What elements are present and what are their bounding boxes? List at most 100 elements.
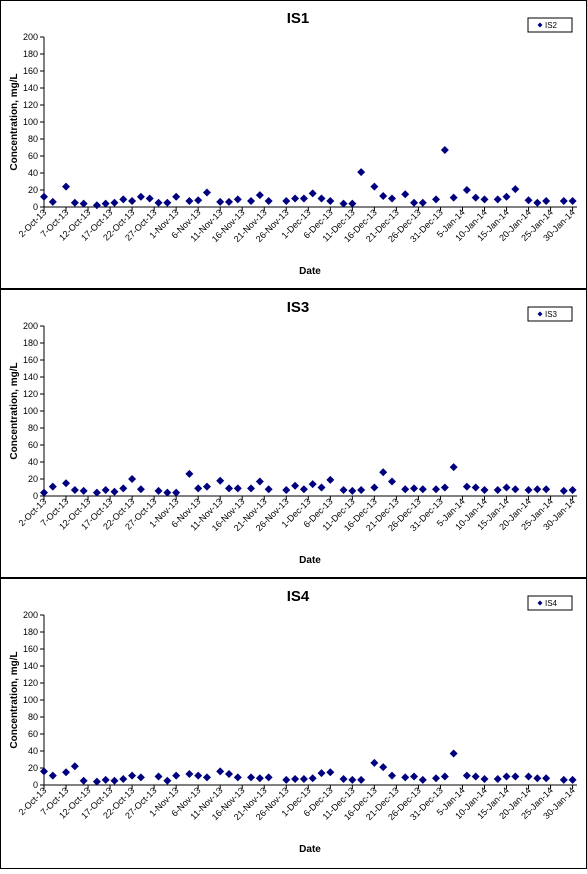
data-point (449, 463, 458, 472)
data-point (317, 483, 326, 492)
data-point (194, 484, 203, 493)
data-point (308, 480, 317, 489)
data-point (449, 749, 458, 758)
data-point (370, 758, 379, 767)
data-point (163, 776, 172, 785)
data-point (370, 182, 379, 191)
data-point (282, 197, 291, 206)
data-point (370, 483, 379, 492)
data-point (101, 199, 110, 208)
data-point (348, 199, 357, 208)
data-point (379, 468, 388, 477)
data-point (154, 198, 163, 207)
data-point (524, 196, 533, 205)
data-point (70, 198, 79, 207)
chart-title: IS4 (287, 588, 310, 605)
data-point (493, 775, 502, 784)
data-point (62, 182, 71, 191)
chart-panel: IS1 IS20204060801001201401601802002-Oct-1… (0, 0, 587, 289)
data-point (480, 486, 489, 495)
data-point (568, 775, 577, 784)
data-point (216, 197, 225, 206)
data-point (462, 186, 471, 194)
y-tick-label: 40 (28, 168, 38, 178)
y-tick-label: 0 (33, 780, 38, 790)
data-point (480, 195, 489, 204)
data-point (79, 199, 88, 208)
data-point (233, 484, 242, 493)
y-tick-label: 80 (28, 712, 38, 722)
y-tick-label: 60 (28, 729, 38, 739)
data-point (128, 197, 137, 206)
data-point (299, 485, 308, 494)
x-axis-title: Date (299, 555, 321, 566)
data-point (511, 772, 520, 781)
data-point (145, 194, 154, 203)
y-tick-label: 100 (23, 695, 38, 705)
y-tick-label: 120 (23, 678, 38, 688)
data-point (542, 197, 551, 206)
data-point (418, 485, 427, 494)
data-point (410, 484, 419, 493)
y-tick-label: 200 (23, 321, 38, 331)
data-point (194, 771, 203, 780)
y-tick-label: 80 (28, 134, 38, 144)
data-point (40, 488, 48, 497)
y-tick-label: 0 (33, 202, 38, 212)
data-point (255, 191, 264, 200)
data-point (462, 482, 471, 491)
y-tick-label: 80 (28, 423, 38, 433)
data-point (559, 775, 568, 784)
data-point (40, 767, 48, 776)
data-point (163, 198, 172, 207)
y-tick-label: 180 (23, 49, 38, 59)
data-point (533, 485, 542, 494)
data-point (471, 772, 480, 781)
data-point (216, 476, 225, 485)
legend-box (527, 306, 573, 322)
data-point (185, 197, 194, 206)
data-point (568, 197, 577, 206)
legend-label: IS3 (545, 310, 558, 319)
data-point (326, 768, 335, 777)
legend-label: IS2 (545, 21, 558, 30)
y-axis-title: Concentration, mg/L (9, 362, 20, 459)
data-point (264, 197, 273, 206)
data-point (326, 475, 335, 484)
data-point (471, 483, 480, 492)
data-point (308, 774, 317, 783)
data-point (542, 774, 551, 783)
data-point (225, 769, 234, 778)
data-point (502, 192, 511, 201)
data-point (185, 469, 194, 478)
data-point (225, 197, 234, 206)
data-point (387, 194, 396, 203)
data-point (493, 195, 502, 204)
data-point (357, 486, 366, 495)
data-point (172, 488, 181, 497)
data-point (339, 199, 348, 208)
y-tick-label: 200 (23, 32, 38, 42)
data-point (291, 481, 300, 490)
data-point (568, 486, 577, 495)
y-tick-label: 140 (23, 661, 38, 671)
y-tick-label: 140 (23, 372, 38, 382)
y-tick-label: 120 (23, 100, 38, 110)
data-point (480, 775, 489, 784)
data-point (92, 777, 101, 786)
data-point (291, 194, 300, 203)
y-tick-label: 180 (23, 338, 38, 348)
data-point (524, 486, 533, 495)
data-point (410, 198, 419, 207)
chart-title: IS1 (287, 10, 310, 27)
data-point (511, 485, 520, 494)
data-point (101, 486, 110, 495)
data-point (110, 198, 119, 207)
data-point (172, 192, 181, 201)
data-point (62, 479, 71, 488)
data-point (79, 776, 88, 785)
data-point (128, 475, 137, 483)
chart-panel: IS3 IS30204060801001201401601802002-Oct-1… (0, 289, 587, 578)
data-point (202, 773, 211, 782)
